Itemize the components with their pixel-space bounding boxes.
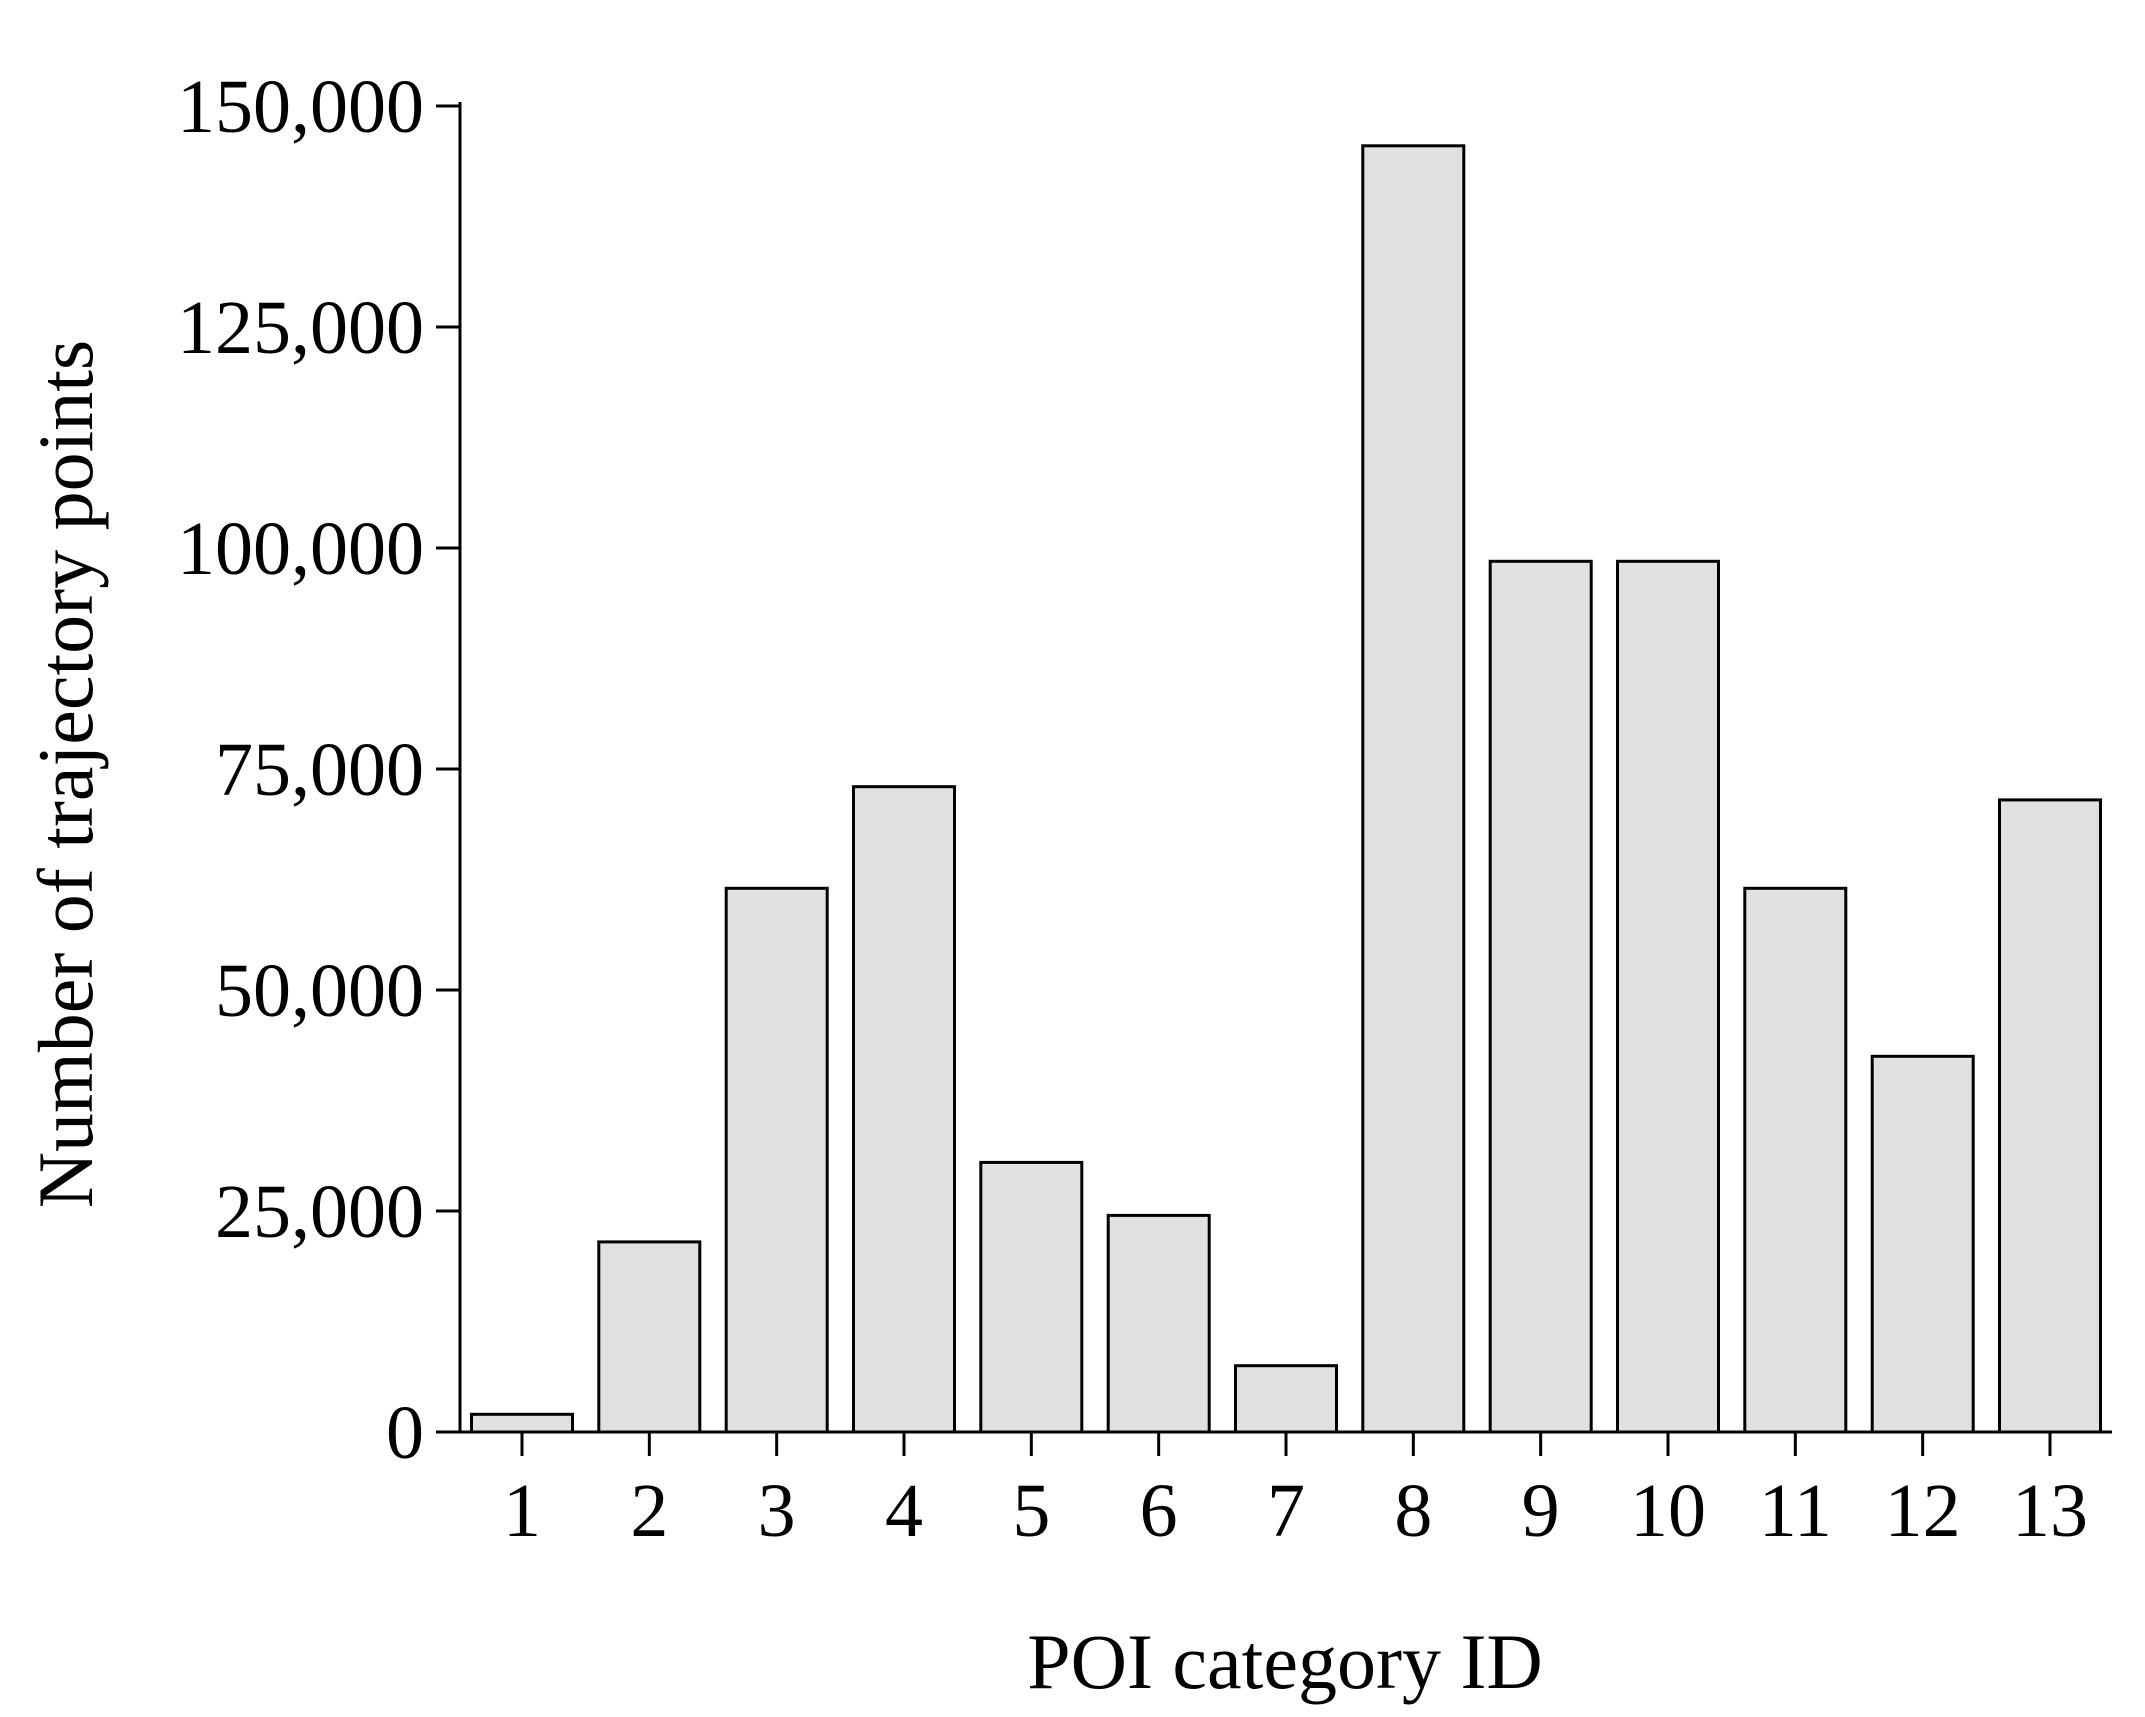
bar-8 xyxy=(1361,144,1466,1434)
bar-13 xyxy=(1998,798,2102,1434)
y-tick-label: 100,000 xyxy=(177,507,424,591)
x-tick-label: 2 xyxy=(630,1469,668,1553)
x-tick-label: 12 xyxy=(1885,1469,1961,1553)
x-tick-label: 7 xyxy=(1267,1469,1305,1553)
bar-9 xyxy=(1488,559,1593,1434)
bars-layer xyxy=(470,144,2102,1434)
bar-7 xyxy=(1234,1364,1338,1434)
x-tick-label: 10 xyxy=(1630,1469,1706,1553)
y-tick-label: 25,000 xyxy=(215,1170,424,1254)
x-tick-label: 8 xyxy=(1394,1469,1432,1553)
x-tick-label: 5 xyxy=(1012,1469,1050,1553)
x-tick-label: 1 xyxy=(503,1469,541,1553)
x-tick-label: 3 xyxy=(758,1469,796,1553)
y-tick-label: 75,000 xyxy=(215,728,424,812)
x-tick-label: 11 xyxy=(1759,1469,1832,1553)
bar-1 xyxy=(470,1412,574,1434)
y-axis-title: Number of trajectory points xyxy=(22,340,109,1209)
bar-2 xyxy=(597,1240,702,1434)
x-tick-label: 9 xyxy=(1522,1469,1560,1553)
y-tick-label: 50,000 xyxy=(215,949,424,1033)
x-axis-title: POI category ID xyxy=(1027,1618,1543,1705)
y-tick-label: 0 xyxy=(386,1391,424,1475)
bar-4 xyxy=(852,785,956,1434)
bar-12 xyxy=(1870,1054,1975,1434)
y-tick-label: 125,000 xyxy=(177,286,424,370)
axes-layer: 0 25,000 50,000 75,000 100,000 125,000 150,000… xyxy=(177,65,2112,1553)
bar-5 xyxy=(979,1160,1084,1434)
bar-3 xyxy=(724,886,829,1434)
x-tick-label: 4 xyxy=(885,1469,923,1553)
x-tick-label: 13 xyxy=(2012,1469,2088,1553)
bar-11 xyxy=(1743,886,1848,1434)
bar-6 xyxy=(1106,1213,1211,1434)
bar-10 xyxy=(1616,559,1720,1434)
x-tick-label: 6 xyxy=(1140,1469,1178,1553)
y-tick-label: 150,000 xyxy=(177,65,424,149)
